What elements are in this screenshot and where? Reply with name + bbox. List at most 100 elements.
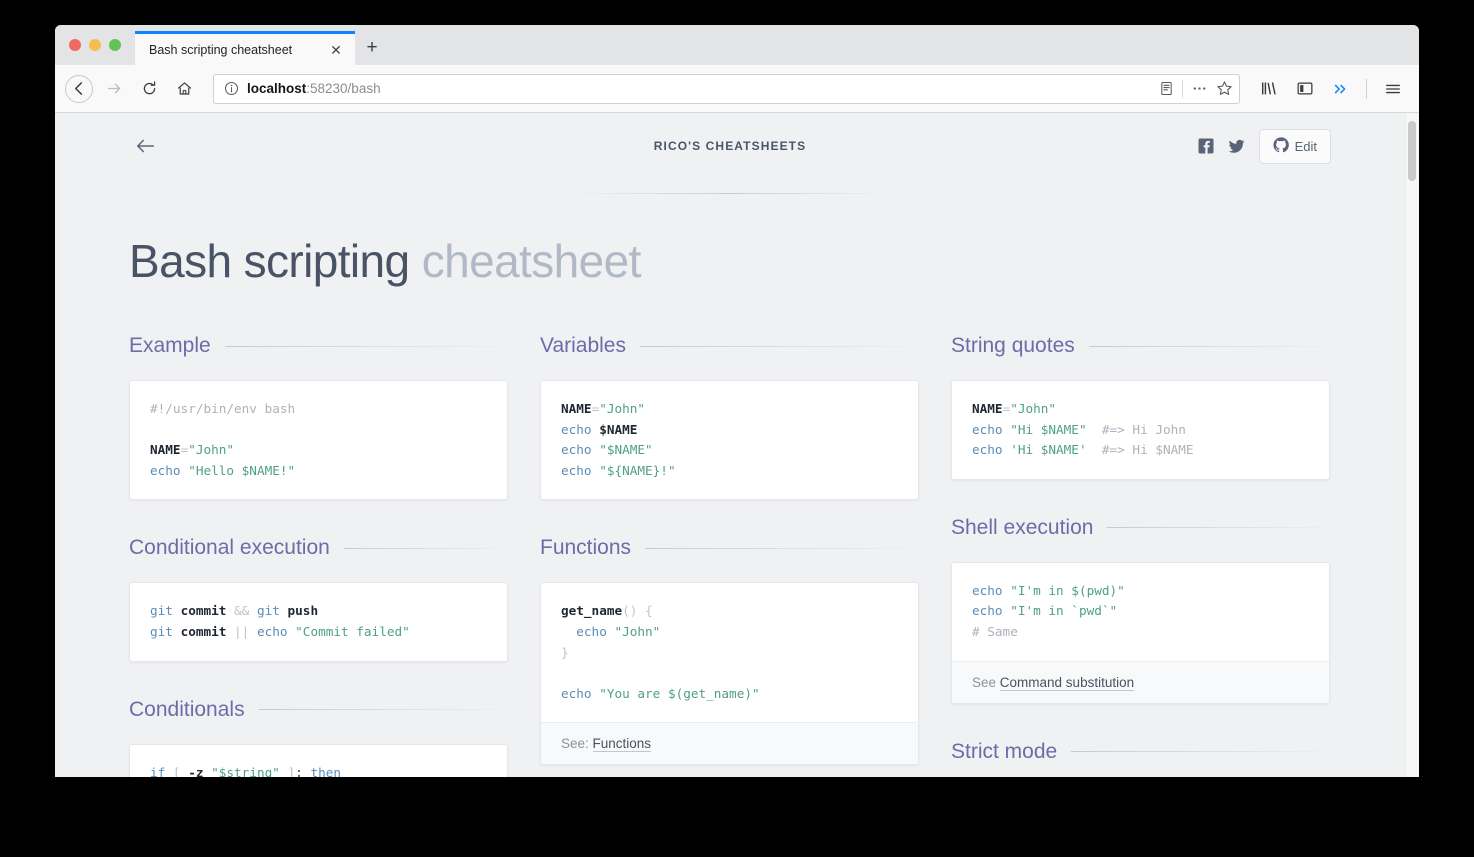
section-title: Conditionals bbox=[129, 697, 245, 721]
browser-window: Bash scripting cheatsheet ✕ + localhost:… bbox=[55, 25, 1419, 777]
cheatsheet-column: Variables NAME="John" echo $NAME echo "$N… bbox=[540, 334, 919, 777]
cheatsheet-column: Example #!/usr/bin/env bash NAME="John" e… bbox=[129, 334, 508, 777]
card-footer: See Command substitution bbox=[952, 660, 1329, 703]
code-token: ] bbox=[287, 764, 296, 777]
library-icon[interactable] bbox=[1252, 72, 1285, 105]
code-card: git commit && git push git commit || ech… bbox=[129, 582, 508, 662]
code-token: push bbox=[287, 603, 319, 619]
code-token: git bbox=[256, 603, 280, 619]
window-controls bbox=[55, 25, 135, 65]
reload-button[interactable] bbox=[133, 72, 166, 105]
code-token: "$string" bbox=[211, 764, 280, 777]
code-token: get_name bbox=[561, 603, 623, 619]
code-token: echo bbox=[576, 623, 607, 639]
reader-mode-icon[interactable] bbox=[1159, 81, 1174, 96]
code-block: NAME="John" echo $NAME echo "$NAME" echo… bbox=[541, 381, 918, 499]
page-viewport: RICO'S CHEATSHEETS Edit bbox=[55, 113, 1419, 777]
section-rule bbox=[224, 345, 508, 347]
code-token: echo bbox=[561, 685, 592, 701]
code-card: NAME="John" echo $NAME echo "$NAME" echo… bbox=[540, 380, 919, 501]
code-token: "I'm in $(pwd)" bbox=[1010, 582, 1125, 598]
site-header-actions: Edit bbox=[1198, 128, 1331, 164]
page-title-sub: cheatsheet bbox=[421, 235, 642, 287]
code-token: echo bbox=[972, 442, 1003, 458]
bookmark-star-icon[interactable] bbox=[1216, 80, 1233, 97]
overflow-chevrons-icon[interactable] bbox=[1324, 72, 1357, 105]
minimize-window-button[interactable] bbox=[89, 39, 101, 51]
code-block: if [ -z "$string" ]; then echo "String i… bbox=[130, 745, 507, 777]
twitter-icon[interactable] bbox=[1228, 139, 1245, 154]
page-content: RICO'S CHEATSHEETS Edit bbox=[55, 113, 1405, 777]
home-button[interactable] bbox=[168, 72, 201, 105]
code-token: # Same bbox=[972, 623, 1018, 639]
tab-bar: Bash scripting cheatsheet ✕ + bbox=[55, 25, 1419, 65]
card-footer-prefix: See: bbox=[561, 736, 593, 752]
code-token: -z bbox=[188, 764, 204, 777]
section-title: Strict mode bbox=[951, 739, 1058, 763]
code-token: "John" bbox=[188, 442, 235, 458]
section-title: Conditional execution bbox=[129, 536, 330, 560]
facebook-icon[interactable] bbox=[1198, 138, 1214, 154]
code-token: echo bbox=[150, 462, 181, 478]
code-token: "You are $(get_name)" bbox=[599, 685, 760, 701]
back-button[interactable] bbox=[65, 74, 93, 103]
code-block: get_name() { echo "John" } echo "You are… bbox=[541, 583, 918, 722]
code-token bbox=[173, 603, 181, 618]
github-icon bbox=[1273, 136, 1289, 156]
code-token: echo bbox=[256, 623, 288, 639]
close-window-button[interactable] bbox=[69, 39, 81, 51]
section-rule bbox=[645, 547, 919, 549]
code-token: echo bbox=[972, 582, 1003, 598]
code-token: "$NAME" bbox=[599, 442, 653, 458]
close-tab-icon[interactable]: ✕ bbox=[330, 41, 342, 58]
forward-button[interactable] bbox=[98, 72, 131, 105]
code-token bbox=[165, 765, 173, 777]
page-title-main: Bash scripting bbox=[129, 235, 410, 287]
section-rule bbox=[343, 547, 508, 549]
code-token bbox=[1087, 442, 1102, 457]
code-token: commit bbox=[180, 603, 227, 619]
edit-button[interactable]: Edit bbox=[1258, 128, 1331, 164]
address-bar[interactable]: localhost:58230/bash bbox=[213, 73, 1240, 104]
toolbar-divider bbox=[1366, 78, 1367, 99]
code-token: = bbox=[591, 401, 600, 416]
code-token: git bbox=[150, 623, 173, 639]
scrollbar-thumb[interactable] bbox=[1408, 121, 1416, 181]
code-card: echo "I'm in $(pwd)" echo "I'm in `pwd`"… bbox=[951, 561, 1330, 704]
toolbar-right-group bbox=[1252, 72, 1409, 105]
code-token: "Hello $NAME!" bbox=[188, 462, 296, 478]
code-token: && bbox=[234, 603, 250, 619]
toolbar-divider bbox=[1182, 79, 1183, 98]
section-header: Shell execution bbox=[951, 516, 1330, 540]
code-token: "John" bbox=[599, 401, 646, 416]
section-header: Example bbox=[129, 334, 508, 358]
code-token: echo bbox=[561, 421, 592, 437]
card-footer-link[interactable]: Command substitution bbox=[999, 674, 1135, 691]
code-token: NAME bbox=[561, 401, 592, 416]
site-header: RICO'S CHEATSHEETS Edit bbox=[129, 113, 1331, 171]
code-token: "Hi $NAME" bbox=[1010, 421, 1087, 437]
card-footer-link[interactable]: Functions bbox=[592, 736, 652, 753]
code-card: #!/usr/bin/env bash NAME="John" echo "He… bbox=[129, 380, 508, 501]
navigation-toolbar: localhost:58230/bash bbox=[55, 65, 1419, 113]
maximize-window-button[interactable] bbox=[109, 39, 121, 51]
code-token bbox=[1087, 422, 1102, 437]
section-rule bbox=[1071, 751, 1330, 753]
page-back-arrow-icon[interactable] bbox=[129, 129, 163, 163]
browser-tab[interactable]: Bash scripting cheatsheet ✕ bbox=[135, 31, 355, 65]
site-info-icon[interactable] bbox=[224, 81, 239, 96]
page-scrollbar[interactable] bbox=[1405, 113, 1419, 777]
code-token: || bbox=[234, 623, 250, 639]
sidebar-icon[interactable] bbox=[1288, 72, 1321, 105]
code-token: if bbox=[150, 764, 166, 777]
tab-title: Bash scripting cheatsheet bbox=[149, 42, 293, 57]
code-block: NAME="John" echo "Hi $NAME" #=> Hi John … bbox=[952, 381, 1329, 479]
new-tab-button[interactable]: + bbox=[366, 37, 378, 58]
code-token: [ bbox=[172, 764, 181, 777]
code-token: "Commit failed" bbox=[295, 623, 410, 639]
page-actions-ellipsis-icon[interactable] bbox=[1191, 81, 1208, 96]
code-token: NAME bbox=[972, 401, 1003, 416]
app-menu-hamburger-icon[interactable] bbox=[1376, 72, 1409, 105]
code-token: #!/usr/bin/env bash bbox=[150, 401, 296, 416]
code-token: #=> Hi John bbox=[1101, 421, 1186, 437]
